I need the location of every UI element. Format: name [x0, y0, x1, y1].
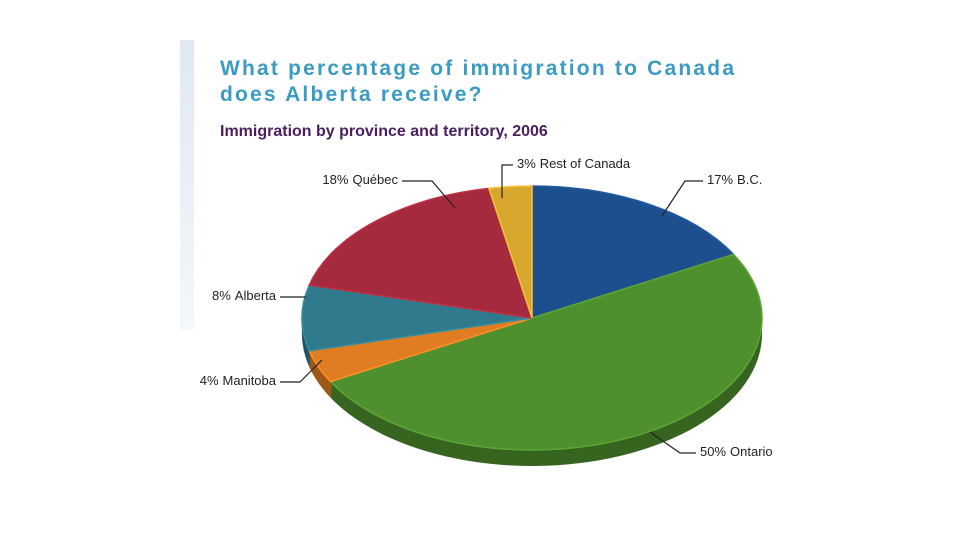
- leader-line: [280, 359, 323, 383]
- slice-value-label: 50%: [700, 444, 726, 459]
- chart-subtitle: Immigration by province and territory, 2…: [220, 123, 548, 140]
- pie-slice: [308, 187, 534, 319]
- slice-label: 17% B.C.: [707, 172, 762, 187]
- leader-line: [649, 431, 696, 454]
- slice-label: 18% Québec: [322, 172, 398, 187]
- side-bar: [180, 40, 194, 330]
- slice-category-label: Ontario: [730, 444, 773, 459]
- leader-line: [402, 180, 456, 209]
- slice-label: 3% Rest of Canada: [517, 156, 631, 171]
- slice-category-label: Rest of Canada: [540, 156, 631, 171]
- slice-category-label: B.C.: [737, 172, 762, 187]
- slice-value-label: 17%: [707, 172, 733, 187]
- slice-category-label: Manitoba: [223, 373, 277, 388]
- slice-label: 4% Manitoba: [200, 373, 277, 388]
- slice-value-label: 4%: [200, 373, 219, 388]
- slice-value-label: 18%: [322, 172, 348, 187]
- leader-line: [501, 164, 513, 198]
- chart-title: What percentage of immigration to Canada…: [220, 57, 737, 106]
- pie-slice: [531, 185, 735, 320]
- pie-slice: [301, 284, 533, 352]
- slice-label: 8% Alberta: [212, 288, 277, 303]
- slice-value-label: 8%: [212, 288, 231, 303]
- pie-slice: [487, 185, 533, 319]
- slice-value-label: 3%: [517, 156, 536, 171]
- slice-category-label: Alberta: [235, 288, 277, 303]
- leader-line: [661, 180, 703, 217]
- slice-category-label: Québec: [352, 172, 398, 187]
- slice-label: 50% Ontario: [700, 444, 773, 459]
- pie-slice: [329, 253, 763, 451]
